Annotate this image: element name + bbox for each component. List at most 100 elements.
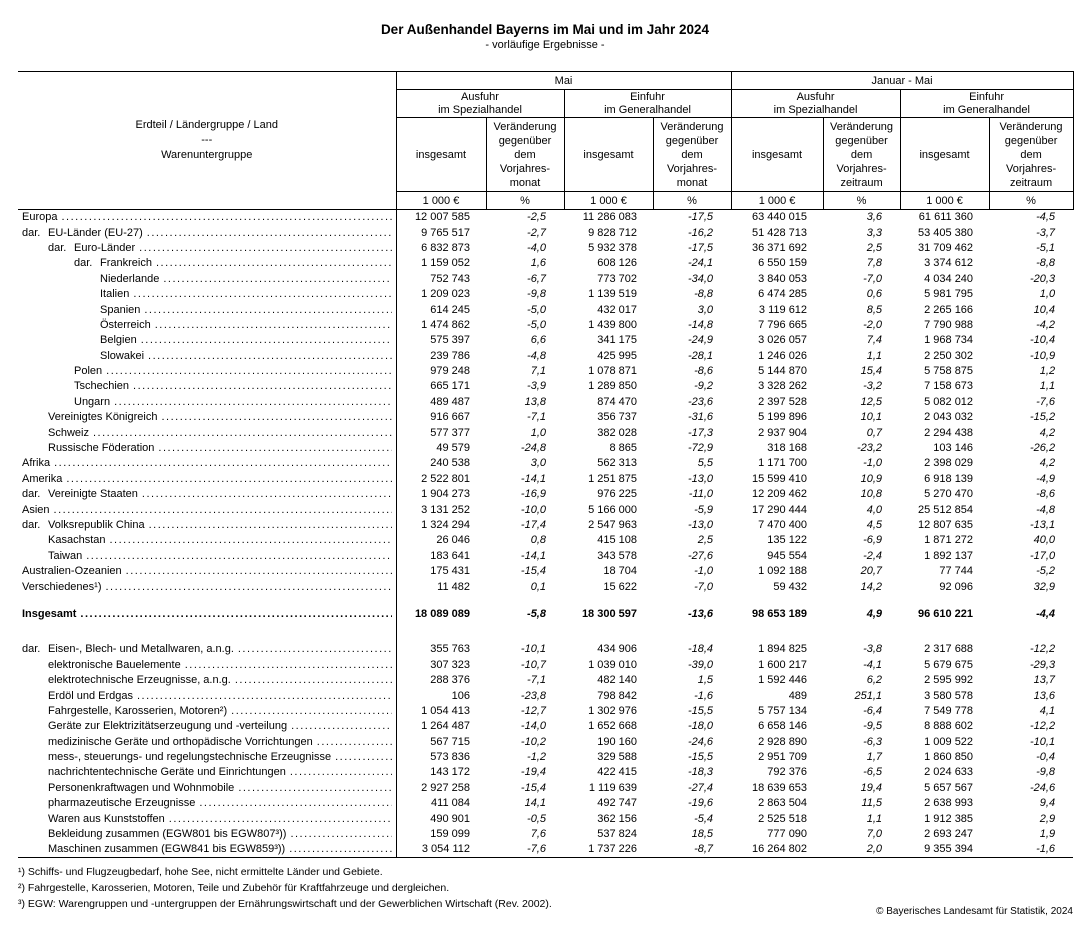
value-cell: 2 265 166 bbox=[924, 303, 974, 316]
change-cell: 1,9 bbox=[1039, 828, 1056, 841]
change-cell: -4,5 bbox=[1036, 211, 1056, 224]
value-cell: 362 156 bbox=[597, 812, 637, 825]
dot-leader bbox=[93, 427, 392, 439]
value-cell: 777 090 bbox=[767, 828, 808, 841]
change-cell: 13,8 bbox=[524, 395, 546, 408]
value-cell: 425 995 bbox=[597, 349, 637, 362]
value-cell: 482 140 bbox=[597, 674, 637, 687]
change-cell: -0,5 bbox=[527, 812, 546, 825]
value-cell: 2 522 801 bbox=[421, 472, 470, 485]
change-cell: 12,5 bbox=[860, 395, 883, 408]
table-row: Taiwan 183 641 -14,1 343 578 -27,6 945 554 -2,… bbox=[18, 548, 1073, 564]
dot-leader bbox=[114, 396, 391, 408]
change-cell: -2,4 bbox=[863, 549, 883, 562]
change-cell: -1,0 bbox=[694, 565, 714, 578]
value-cell: 1 139 519 bbox=[588, 288, 637, 301]
value-cell: 1 289 850 bbox=[588, 380, 637, 393]
row-label-cell: dar. Euro-Länder bbox=[18, 240, 397, 256]
change-cell: -6,3 bbox=[863, 735, 883, 748]
value-cell: 2 595 992 bbox=[924, 674, 974, 687]
change-cell: -6,7 bbox=[527, 272, 546, 285]
value-cell: 567 715 bbox=[430, 735, 470, 748]
row-label: elektronische Bauelemente bbox=[48, 658, 181, 671]
row-label: pharmazeutische Erzeugnisse bbox=[48, 797, 196, 810]
measure-header-insgesamt: insgesamt bbox=[563, 117, 653, 192]
measure-header-insgesamt: insgesamt bbox=[730, 117, 824, 192]
dot-leader bbox=[199, 797, 391, 809]
title-block: Der Außenhandel Bayerns im Mai und im Ja… bbox=[0, 22, 1090, 53]
change-cell: 1,5 bbox=[697, 674, 714, 687]
dot-leader bbox=[290, 828, 391, 840]
period-header-januar-mai: Januar - Mai bbox=[730, 71, 1074, 90]
dot-leader bbox=[161, 411, 391, 423]
change-cell: 10,8 bbox=[860, 488, 883, 501]
change-cell: 4,2 bbox=[1039, 457, 1056, 470]
change-cell: -8,8 bbox=[1036, 257, 1056, 270]
row-label-cell: Bekleidung zusammen (EGW801 bis EGW807³)… bbox=[18, 826, 397, 842]
table-row: dar. Euro-Länder 6 832 873 -4,0 5 932 378 -17… bbox=[18, 240, 1073, 256]
change-cell: 7,8 bbox=[866, 257, 883, 270]
value-cell: 329 588 bbox=[597, 751, 637, 764]
table-row: Insgesamt 18 089 089 -5,8 18 300 597 -13,6 98… bbox=[18, 606, 1073, 622]
change-cell: 14,2 bbox=[860, 580, 883, 593]
row-label-cell: Schweiz bbox=[18, 424, 397, 441]
value-cell: 7 796 665 bbox=[758, 318, 808, 331]
value-cell: 18 300 597 bbox=[581, 607, 637, 620]
change-cell: -16,9 bbox=[520, 488, 546, 501]
flow-header-ausfuhr-jan-mai: Ausfuhr im Spezialhandel bbox=[730, 89, 901, 118]
value-cell: 15 622 bbox=[603, 580, 637, 593]
row-label: Belgien bbox=[100, 334, 137, 347]
value-cell: 135 122 bbox=[767, 534, 808, 547]
table-row: pharmazeutische Erzeugnisse 411 084 14,1 49… bbox=[18, 795, 1073, 811]
value-cell: 432 017 bbox=[597, 303, 637, 316]
change-cell: 2,0 bbox=[866, 843, 883, 856]
value-cell: 1 652 668 bbox=[588, 720, 637, 733]
change-cell: -5,8 bbox=[527, 607, 546, 620]
change-cell: -3,9 bbox=[527, 380, 546, 393]
value-cell: 6 832 873 bbox=[421, 241, 470, 254]
dar-prefix: dar. bbox=[48, 241, 67, 254]
dot-leader bbox=[156, 257, 392, 269]
row-label-cell: Ungarn bbox=[18, 394, 397, 410]
value-cell: 2 928 890 bbox=[758, 735, 808, 748]
measure-header-change-jan-mai: Veränderung gegenüber dem Vorjahres- zei… bbox=[988, 117, 1074, 192]
value-cell: 26 046 bbox=[436, 534, 470, 547]
change-cell: -7,0 bbox=[694, 580, 714, 593]
change-cell: -31,6 bbox=[687, 411, 714, 424]
change-cell: -3,2 bbox=[863, 380, 883, 393]
change-cell: -6,5 bbox=[863, 766, 883, 779]
value-cell: 434 906 bbox=[597, 643, 637, 656]
change-cell: 1,6 bbox=[530, 257, 546, 270]
spacer-row bbox=[18, 594, 1073, 607]
value-cell: 1 039 010 bbox=[588, 658, 637, 671]
change-cell: -17,5 bbox=[687, 241, 714, 254]
value-cell: 2 398 029 bbox=[924, 457, 974, 470]
table-row: dar. Frankreich 1 159 052 1,6 608 126 -24,1 6 … bbox=[18, 255, 1073, 272]
value-cell: 175 431 bbox=[430, 565, 470, 578]
table-row: Schweiz 577 377 1,0 382 028 -17,3 2 937 904 0,… bbox=[18, 424, 1073, 441]
dot-leader bbox=[148, 350, 391, 362]
change-cell: 6,6 bbox=[530, 334, 546, 347]
value-cell: 318 168 bbox=[767, 442, 808, 455]
table-row: Australien-Ozeanien 175 431 -15,4 18 704 -1,… bbox=[18, 563, 1073, 579]
stub-header-line3: Warenuntergruppe bbox=[161, 149, 253, 161]
row-label-cell: dar. EU-Länder (EU-27) bbox=[18, 224, 397, 241]
value-cell: 1 904 273 bbox=[421, 488, 470, 501]
measure-header-change-jan-mai: Veränderung gegenüber dem Vorjahres- zei… bbox=[822, 117, 901, 192]
value-cell: 1 092 188 bbox=[758, 565, 808, 578]
value-cell: 18 089 089 bbox=[414, 607, 470, 620]
measure-header-insgesamt: insgesamt bbox=[899, 117, 990, 192]
row-label: Australien-Ozeanien bbox=[22, 565, 122, 578]
change-cell: -10,7 bbox=[520, 658, 546, 671]
dot-leader bbox=[66, 473, 391, 485]
value-cell: 1 302 976 bbox=[588, 704, 637, 717]
value-cell: 5 166 000 bbox=[588, 503, 637, 516]
value-cell: 575 397 bbox=[430, 334, 470, 347]
value-cell: 1 860 850 bbox=[924, 751, 974, 764]
value-cell: 63 440 015 bbox=[751, 211, 808, 224]
value-cell: 1 246 026 bbox=[758, 349, 808, 362]
change-cell: 4,5 bbox=[866, 519, 883, 531]
change-cell: 3,0 bbox=[697, 303, 714, 316]
value-cell: 17 290 444 bbox=[751, 503, 808, 516]
value-cell: 2 525 518 bbox=[758, 812, 808, 825]
